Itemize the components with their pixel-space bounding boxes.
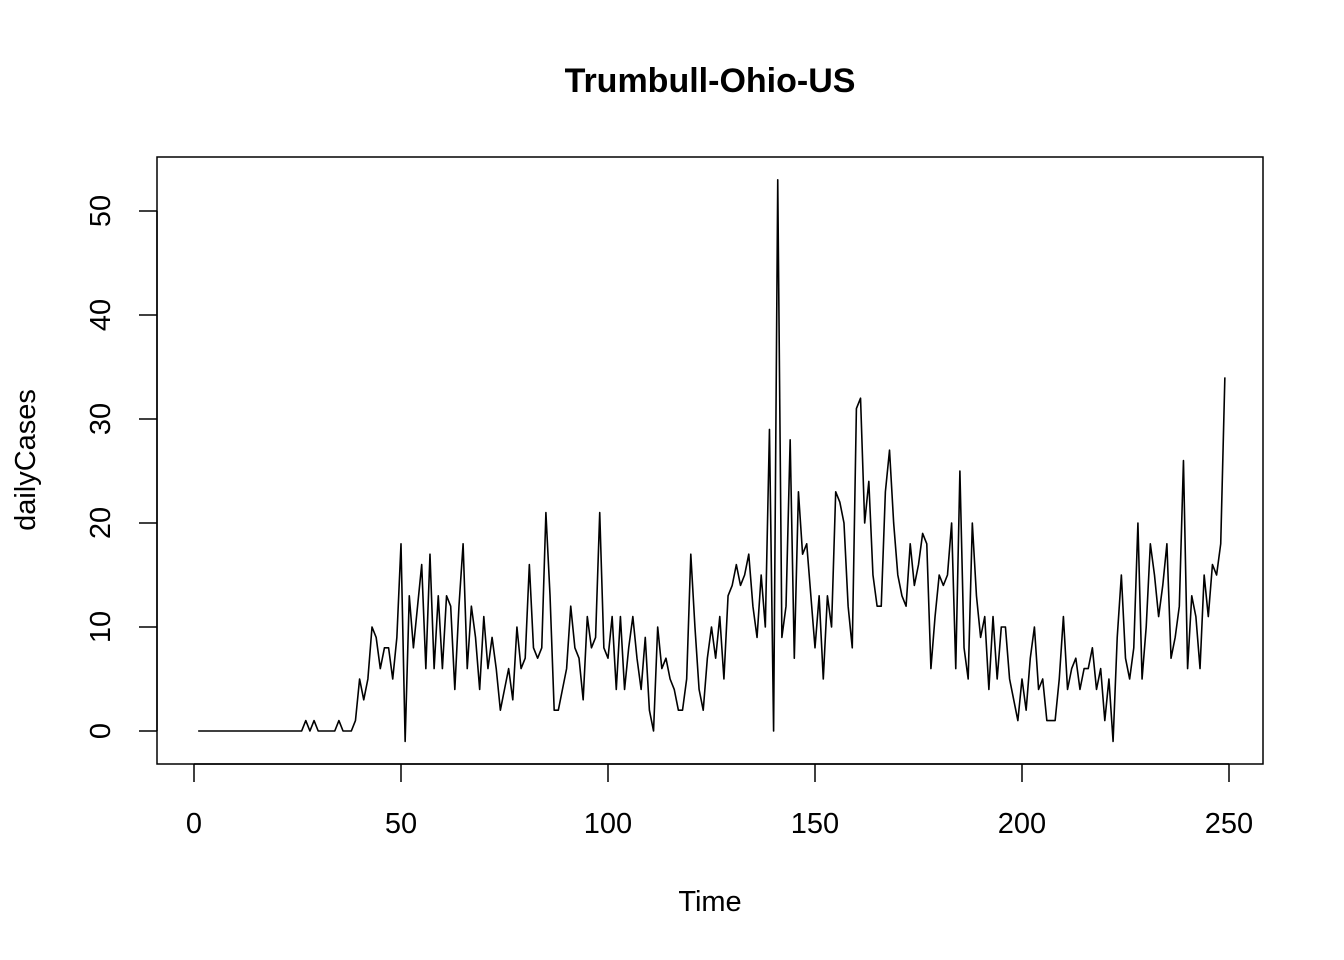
x-tick-label: 150 bbox=[791, 808, 839, 840]
x-tick-label: 0 bbox=[186, 808, 202, 840]
x-tick-label: 100 bbox=[584, 808, 632, 840]
y-axis: 0 10 20 30 40 50 bbox=[85, 195, 158, 739]
y-axis-label: dailyCases bbox=[10, 389, 42, 531]
y-tick-label: 0 bbox=[85, 723, 117, 739]
y-tick-label: 30 bbox=[85, 403, 117, 435]
chart-title: Trumbull-Ohio-US bbox=[565, 62, 856, 100]
x-tick-label: 50 bbox=[385, 808, 417, 840]
y-tick-label: 40 bbox=[85, 299, 117, 331]
plot-frame bbox=[156, 156, 1264, 765]
series-line-daily-cases bbox=[198, 179, 1226, 743]
y-tick-label: 50 bbox=[85, 195, 117, 227]
x-tick-label: 250 bbox=[1205, 808, 1253, 840]
x-axis: 0 50 100 150 200 250 bbox=[186, 763, 1253, 840]
x-tick-label: 200 bbox=[998, 808, 1046, 840]
y-tick-label: 10 bbox=[85, 611, 117, 643]
x-axis-label: Time bbox=[678, 886, 741, 918]
y-tick-label: 20 bbox=[85, 507, 117, 539]
